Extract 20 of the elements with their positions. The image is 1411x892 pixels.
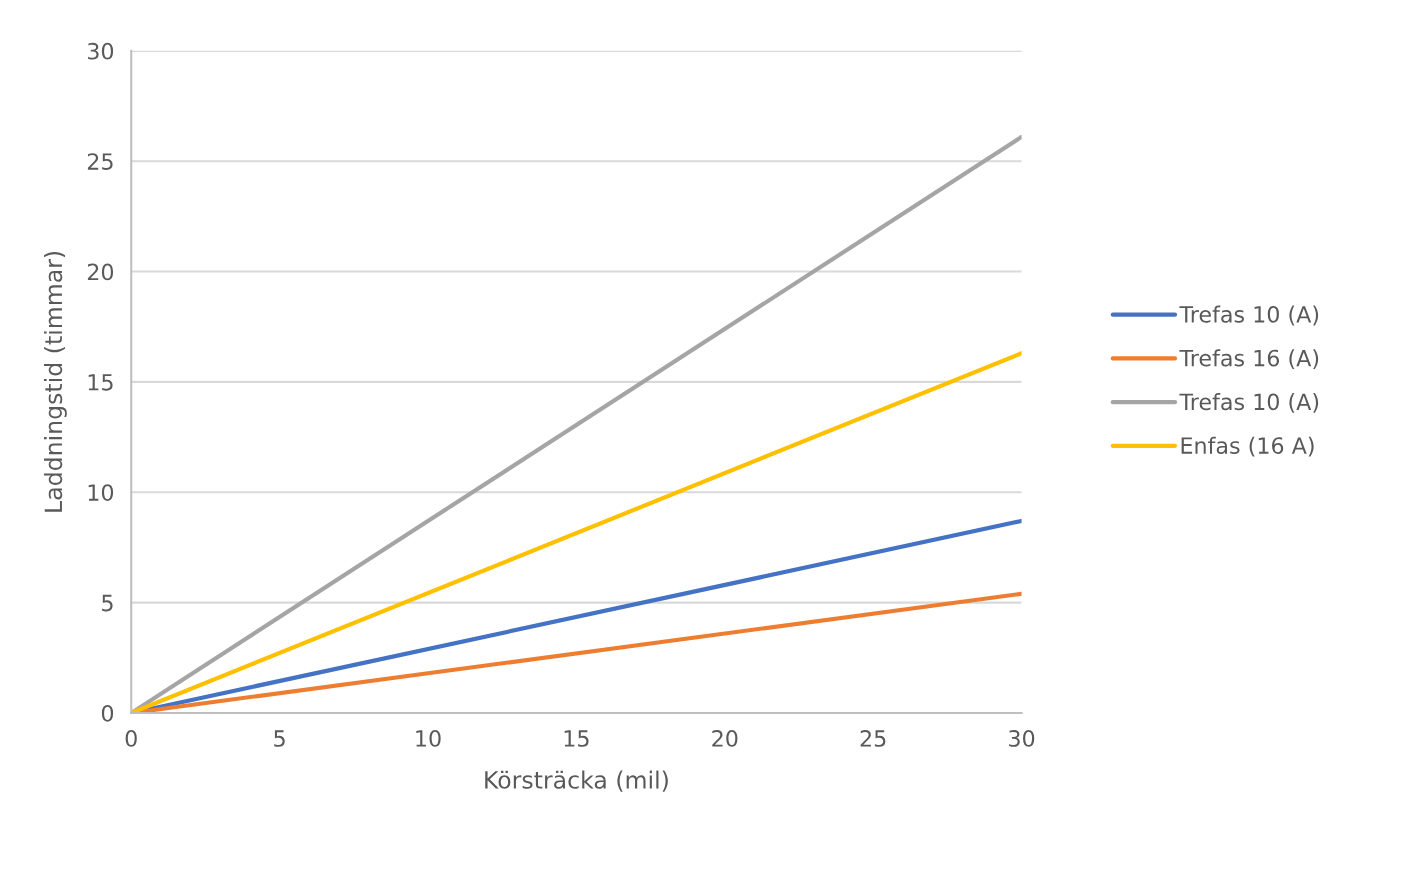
y-tick-label: 0 bbox=[101, 704, 114, 722]
y-tick-label: 30 bbox=[87, 42, 114, 60]
y-tick-label: 15 bbox=[88, 374, 113, 391]
x-tick-label: 30 bbox=[1009, 730, 1035, 747]
y-tick-label: 25 bbox=[87, 153, 113, 170]
y-tick-label: 20 bbox=[87, 263, 114, 281]
x-tick-label: 20 bbox=[712, 730, 738, 747]
legend-label: Trefas 10 (A) bbox=[1179, 305, 1319, 326]
x-tick-label: 10 bbox=[416, 730, 441, 747]
x-tick-label: 5 bbox=[274, 730, 285, 747]
x-tick-label: 15 bbox=[564, 730, 589, 747]
x-axis-title: Körsträcka (mil) bbox=[485, 770, 668, 792]
y-axis-title: Laddningstid (timmar) bbox=[43, 251, 67, 512]
legend-label: Enfas (16 A) bbox=[1181, 436, 1314, 457]
legend-label: Trefas 16 (A) bbox=[1179, 349, 1319, 370]
x-tick-label: 0 bbox=[125, 730, 137, 747]
x-tick-label: 25 bbox=[860, 730, 886, 747]
legend-label: Trefas 10 (A) bbox=[1179, 393, 1319, 413]
y-tick-label: 10 bbox=[88, 484, 114, 502]
y-tick-label: 5 bbox=[102, 594, 113, 612]
